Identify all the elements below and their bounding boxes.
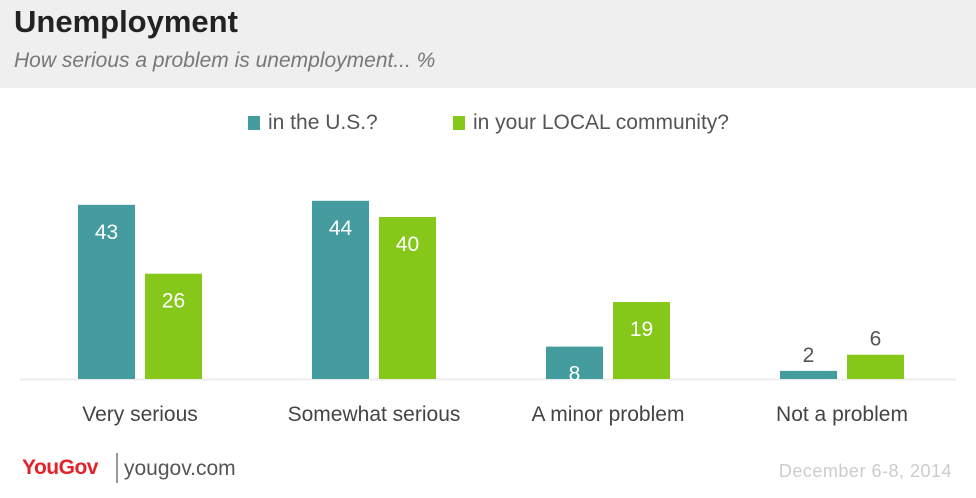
legend-item-us: in the U.S.? bbox=[248, 110, 378, 136]
category-label-very-serious: Very serious bbox=[82, 403, 198, 426]
logo-you: You bbox=[22, 456, 59, 479]
data-label-us-a-minor-problem: 8 bbox=[569, 363, 581, 386]
data-label-local-not-a-problem: 6 bbox=[870, 328, 882, 351]
legend-label-us: in the U.S.? bbox=[268, 111, 378, 134]
data-label-us-not-a-problem: 2 bbox=[803, 344, 815, 367]
legend-swatch-local bbox=[453, 116, 465, 130]
footer-date: December 6-8, 2014 bbox=[778, 461, 952, 481]
legend-item-local: in your LOCAL community? bbox=[453, 110, 729, 136]
yougov-logo: YouGov bbox=[22, 456, 98, 480]
bar-us-not-a-problem bbox=[780, 370, 837, 379]
footer-site-link[interactable]: yougov.com bbox=[124, 457, 236, 480]
category-labels: Very serious Somewhat serious A minor prob… bbox=[82, 403, 908, 426]
category-label-not-a-problem: Not a problem bbox=[776, 403, 908, 426]
bar-local-very-serious bbox=[145, 273, 202, 379]
chart-title: Unemployment bbox=[14, 4, 238, 39]
legend-swatch-us bbox=[248, 116, 260, 130]
category-label-a-minor-problem: A minor problem bbox=[532, 403, 685, 426]
legend-label-local: in your LOCAL community? bbox=[473, 111, 729, 134]
data-label-us-very-serious: 43 bbox=[95, 221, 118, 244]
bar-local-a-minor-problem bbox=[613, 302, 670, 379]
chart-header: Unemployment How serious a problem is un… bbox=[0, 0, 976, 88]
bar-us-a-minor-problem bbox=[546, 346, 603, 379]
category-label-somewhat-serious: Somewhat serious bbox=[288, 403, 461, 426]
data-label-us-somewhat-serious: 44 bbox=[329, 217, 353, 240]
chart-subtitle: How serious a problem is unemployment...… bbox=[14, 49, 436, 72]
bar-local-not-a-problem bbox=[847, 354, 904, 379]
data-label-local-a-minor-problem: 19 bbox=[630, 318, 653, 341]
footer-divider bbox=[116, 453, 118, 483]
bar-us-very-serious bbox=[78, 204, 135, 379]
data-label-local-somewhat-serious: 40 bbox=[396, 233, 419, 256]
bar-us-somewhat-serious bbox=[312, 200, 369, 379]
bar-local-somewhat-serious bbox=[379, 217, 436, 379]
data-label-local-very-serious: 26 bbox=[162, 290, 185, 313]
logo-gov: Gov bbox=[58, 456, 99, 479]
